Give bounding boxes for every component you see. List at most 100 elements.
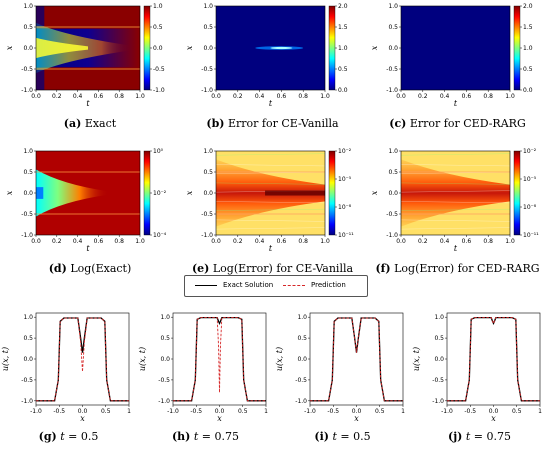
- y-tick-label: 0.5: [297, 335, 307, 342]
- caption-i: (i) t = 0.5: [314, 430, 371, 443]
- x-tick-label: -0.5: [464, 408, 476, 415]
- x-tick-label: 1: [127, 408, 131, 415]
- x-tick-label: -1.0: [167, 408, 179, 415]
- x-tick-label: 0.0: [31, 93, 41, 100]
- y-axis-label: x: [185, 190, 194, 195]
- y-tick-label: 0.5: [23, 169, 33, 176]
- x-tick-label: -1.0: [30, 408, 42, 415]
- colorbar-tick-label: -1.0: [153, 87, 165, 94]
- x-tick-label: 0.5: [375, 408, 385, 415]
- y-tick-label: 0.0: [23, 356, 33, 363]
- x-axis-label: x: [80, 414, 85, 423]
- x-tick-label: 1: [264, 408, 268, 415]
- y-tick-label: 1.0: [388, 148, 398, 155]
- colorbar-tick-label: 10⁻²: [153, 190, 167, 197]
- colorbar-tick-label: 10⁻⁸: [338, 204, 352, 211]
- colorbar-tick-label: 0.5: [523, 66, 533, 73]
- y-tick-label: -1.0: [201, 87, 213, 94]
- x-tick-label: 0.8: [298, 93, 308, 100]
- x-tick-label: 0.8: [298, 238, 308, 245]
- x-tick-label: 0.5: [101, 408, 111, 415]
- x-tick-label: 0.4: [255, 238, 265, 245]
- colorbar-tick-label: 0.5: [338, 66, 348, 73]
- x-axis-label: t: [454, 99, 458, 108]
- y-tick-label: -0.5: [432, 377, 444, 384]
- y-tick-label: -0.5: [21, 377, 33, 384]
- caption-g: (g) t = 0.5: [38, 430, 99, 443]
- y-tick-label: 1.0: [203, 148, 213, 155]
- colorbar-tick-label: 10⁻⁴: [153, 232, 167, 239]
- heatmap-error-ce-vanilla: 0.0 0.2 0.4 0.6 0.8 1.0 1.0 0.5 0.0 -0.5 -1.0 t x 2.0…: [180, 0, 365, 112]
- x-tick-label: -0.5: [327, 408, 339, 415]
- series-prediction: [447, 317, 540, 402]
- y-tick-label: -1.0: [158, 398, 170, 405]
- y-tick-label: 0.0: [388, 190, 398, 197]
- heatmap-plot-area: [401, 6, 510, 90]
- series-exact-solution: [36, 317, 129, 402]
- y-tick-label: 0.5: [434, 335, 444, 342]
- x-tick-label: 0.4: [440, 238, 450, 245]
- y-tick-label: 1.0: [23, 314, 33, 321]
- caption-d: (d) Log(Exact): [48, 262, 132, 275]
- x-axis-label: x: [354, 414, 359, 423]
- x-tick-label: -0.5: [53, 408, 65, 415]
- y-tick-label: 0.5: [388, 169, 398, 176]
- x-tick-label: 0.6: [94, 238, 104, 245]
- y-tick-label: 0.5: [23, 335, 33, 342]
- x-tick-label: 0.2: [233, 238, 243, 245]
- y-axis-label: x: [370, 45, 379, 50]
- y-axis-label: u(x, t): [138, 347, 147, 371]
- colorbar-tick-label: 0.0: [338, 87, 348, 94]
- heatmap-plot-area: [36, 151, 140, 235]
- legend-exact-label: Exact Solution: [223, 281, 274, 289]
- series-exact-solution: [173, 316, 266, 402]
- x-tick-label: 0.8: [483, 93, 493, 100]
- x-tick-label: 1.0: [505, 93, 515, 100]
- y-tick-label: -0.5: [21, 211, 33, 218]
- y-tick-label: 0.0: [297, 356, 307, 363]
- y-tick-label: 0.5: [203, 24, 213, 31]
- y-axis-label: x: [370, 190, 379, 195]
- y-tick-label: -1.0: [21, 87, 33, 94]
- y-axis-label: x: [185, 45, 194, 50]
- series-prediction: [36, 317, 129, 402]
- x-axis-label: t: [454, 244, 458, 253]
- y-tick-label: -0.5: [21, 66, 33, 73]
- colorbar-tick-label: 1.5: [523, 24, 533, 31]
- series-prediction: [310, 317, 403, 402]
- x-axis-label: x: [491, 414, 496, 423]
- caption-h: (h) t = 0.75: [171, 430, 240, 443]
- colorbar: [328, 5, 336, 91]
- y-axis-label: u(x, t): [275, 347, 284, 371]
- y-axis-label: x: [5, 190, 14, 195]
- y-tick-label: 1.0: [23, 3, 33, 10]
- plot-frame: [35, 312, 130, 406]
- x-tick-label: -1.0: [304, 408, 316, 415]
- caption-a: (a) Exact: [63, 117, 117, 130]
- x-tick-label: 0.4: [255, 93, 265, 100]
- heatmap-plot-area: [216, 6, 325, 90]
- x-tick-label: 0.0: [489, 408, 499, 415]
- colorbar: [143, 5, 151, 91]
- y-tick-label: 0.0: [203, 45, 213, 52]
- y-tick-label: 0.5: [388, 24, 398, 31]
- y-tick-label: 0.0: [434, 356, 444, 363]
- colorbar-tick-label: 1.0: [338, 45, 348, 52]
- colorbar-tick-label: 0.0: [153, 45, 163, 52]
- y-tick-label: -1.0: [21, 398, 33, 405]
- x-tick-label: 0.6: [277, 93, 287, 100]
- colorbar-tick-label: 10⁻⁵: [523, 176, 537, 183]
- heatmap-exact: 0.0 0.2 0.4 0.6 0.8 1.0 1.0 0.5 0.0 -0.5 -1.0 t x 1.0…: [0, 0, 180, 112]
- y-tick-label: -0.5: [158, 377, 170, 384]
- y-tick-label: 0.0: [203, 190, 213, 197]
- y-tick-label: 0.5: [23, 24, 33, 31]
- caption-j: (j) t = 0.75: [447, 430, 511, 443]
- x-tick-label: 0.0: [31, 238, 41, 245]
- x-tick-label: 0.5: [512, 408, 522, 415]
- heatmap-plot-area: [215, 151, 326, 235]
- x-tick-label: 0.0: [352, 408, 362, 415]
- x-tick-label: 0.8: [114, 238, 124, 245]
- caption-e: (e) Log(Error) for CE-Vanilla: [191, 262, 354, 275]
- colorbar: [513, 150, 521, 236]
- y-tick-label: -0.5: [295, 377, 307, 384]
